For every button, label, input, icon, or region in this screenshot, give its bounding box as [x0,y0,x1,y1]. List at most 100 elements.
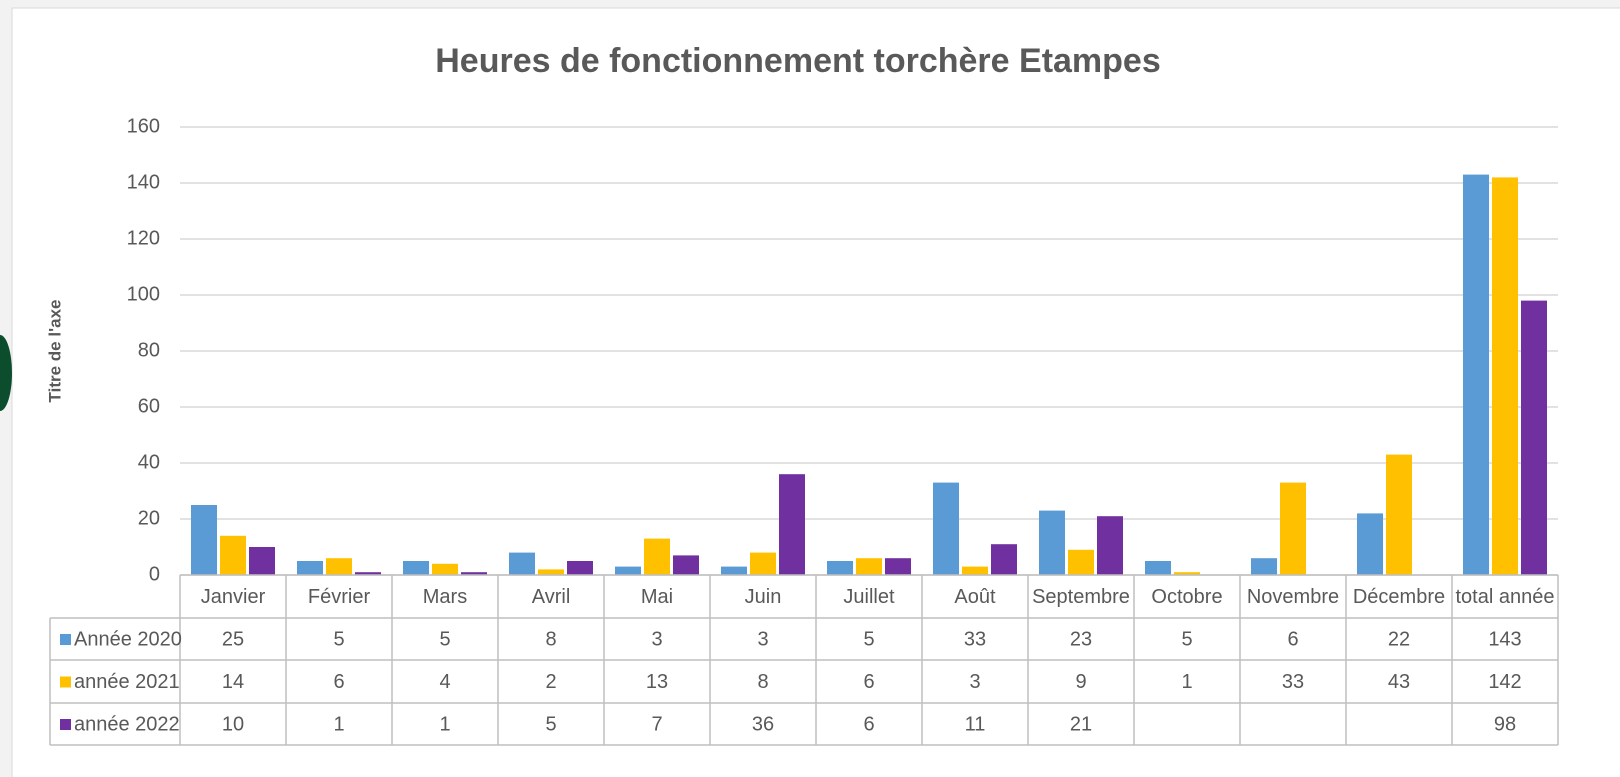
table-cell: 23 [1070,628,1092,650]
y-tick-label: 60 [138,395,160,417]
bar [567,561,593,575]
x-tick-label: Juillet [843,586,895,608]
bar [538,569,564,575]
bar [403,561,429,575]
table-cell: 6 [333,671,344,693]
y-tick-label: 120 [127,227,160,249]
table-cell: 13 [646,671,668,693]
bar [644,538,670,575]
bar [191,505,217,575]
bar [297,561,323,575]
table-cell: 1 [439,713,450,735]
bar [673,555,699,575]
decoration [0,335,12,411]
table-cell: 5 [333,628,344,650]
bar [1039,510,1065,575]
table-cell: 1 [1181,671,1192,693]
table-cell: 5 [863,628,874,650]
y-tick-label: 40 [138,451,160,473]
x-tick-label: Avril [532,586,571,608]
table-cell: 14 [222,671,244,693]
legend-label: année 2021 [74,671,180,693]
legend-swatch [60,676,71,688]
table-cell: 10 [222,713,244,735]
bar [1280,482,1306,575]
x-tick-label: Janvier [201,586,266,608]
table-cell: 6 [1287,628,1298,650]
table-cell: 3 [969,671,980,693]
table-cell: 33 [964,628,986,650]
y-tick-label: 80 [138,339,160,361]
y-tick-label: 140 [127,171,160,193]
table-cell: 5 [439,628,450,650]
table-cell: 8 [757,671,768,693]
bar [220,535,246,575]
bar [326,558,352,575]
x-tick-label: Octobre [1151,586,1222,608]
table-cell: 8 [545,628,556,650]
table-cell: 6 [863,671,874,693]
table-cell: 3 [757,628,768,650]
x-tick-label: Août [954,586,996,608]
y-tick-label: 20 [138,507,160,529]
bar [779,474,805,575]
table-cell: 33 [1282,671,1304,693]
table-cell: 9 [1075,671,1086,693]
table-cell: 25 [222,628,244,650]
y-tick-label: 100 [127,283,160,305]
x-tick-label: Septembre [1032,586,1130,608]
x-tick-label: total année [1456,586,1555,608]
x-tick-label: Mai [641,586,673,608]
table-cell: 3 [651,628,662,650]
legend-swatch [60,634,71,645]
bar [509,552,535,575]
table-cell: 1 [333,713,344,735]
chart-title: Heures de fonctionnement torchère Etampe… [435,42,1161,80]
table-cell: 7 [651,713,662,735]
bar [432,563,458,575]
table-cell: 143 [1488,628,1521,650]
table-cell: 2 [545,671,556,693]
legend-swatch [60,719,71,730]
x-tick-label: Juin [745,586,782,608]
table-cell: 36 [752,713,774,735]
legend-label: année 2022 [74,713,180,735]
table-cell: 5 [545,713,556,735]
bar [750,552,776,575]
table-cell: 5 [1181,628,1192,650]
table-cell: 43 [1388,671,1410,693]
bar [1386,454,1412,575]
bar [1097,516,1123,575]
table-cell: 21 [1070,713,1092,735]
bar [1463,174,1489,575]
table-cell: 11 [965,713,986,735]
bar [721,566,747,575]
bar [615,566,641,575]
bar [461,572,487,575]
table-cell: 142 [1488,671,1521,693]
x-tick-label: Décembre [1353,586,1445,608]
y-tick-label: 0 [149,563,160,585]
bar [249,547,275,575]
bar [1251,558,1277,575]
bar [1068,549,1094,575]
bar [827,561,853,575]
bar [1521,300,1547,575]
table-cell: 4 [439,671,450,693]
table-cell: 98 [1494,713,1516,735]
legend-label: Année 2020 [74,628,182,650]
x-tick-label: Février [308,586,371,608]
bar [1145,561,1171,575]
y-tick-label: 160 [127,115,160,137]
table-cell: 6 [863,713,874,735]
bar [1357,513,1383,575]
bar [933,482,959,575]
table-cell: 22 [1388,628,1410,650]
bar [962,566,988,575]
bar [856,558,882,575]
y-axis-title: Titre de l'axe [45,300,64,403]
bar [1492,177,1518,575]
bar [991,544,1017,575]
